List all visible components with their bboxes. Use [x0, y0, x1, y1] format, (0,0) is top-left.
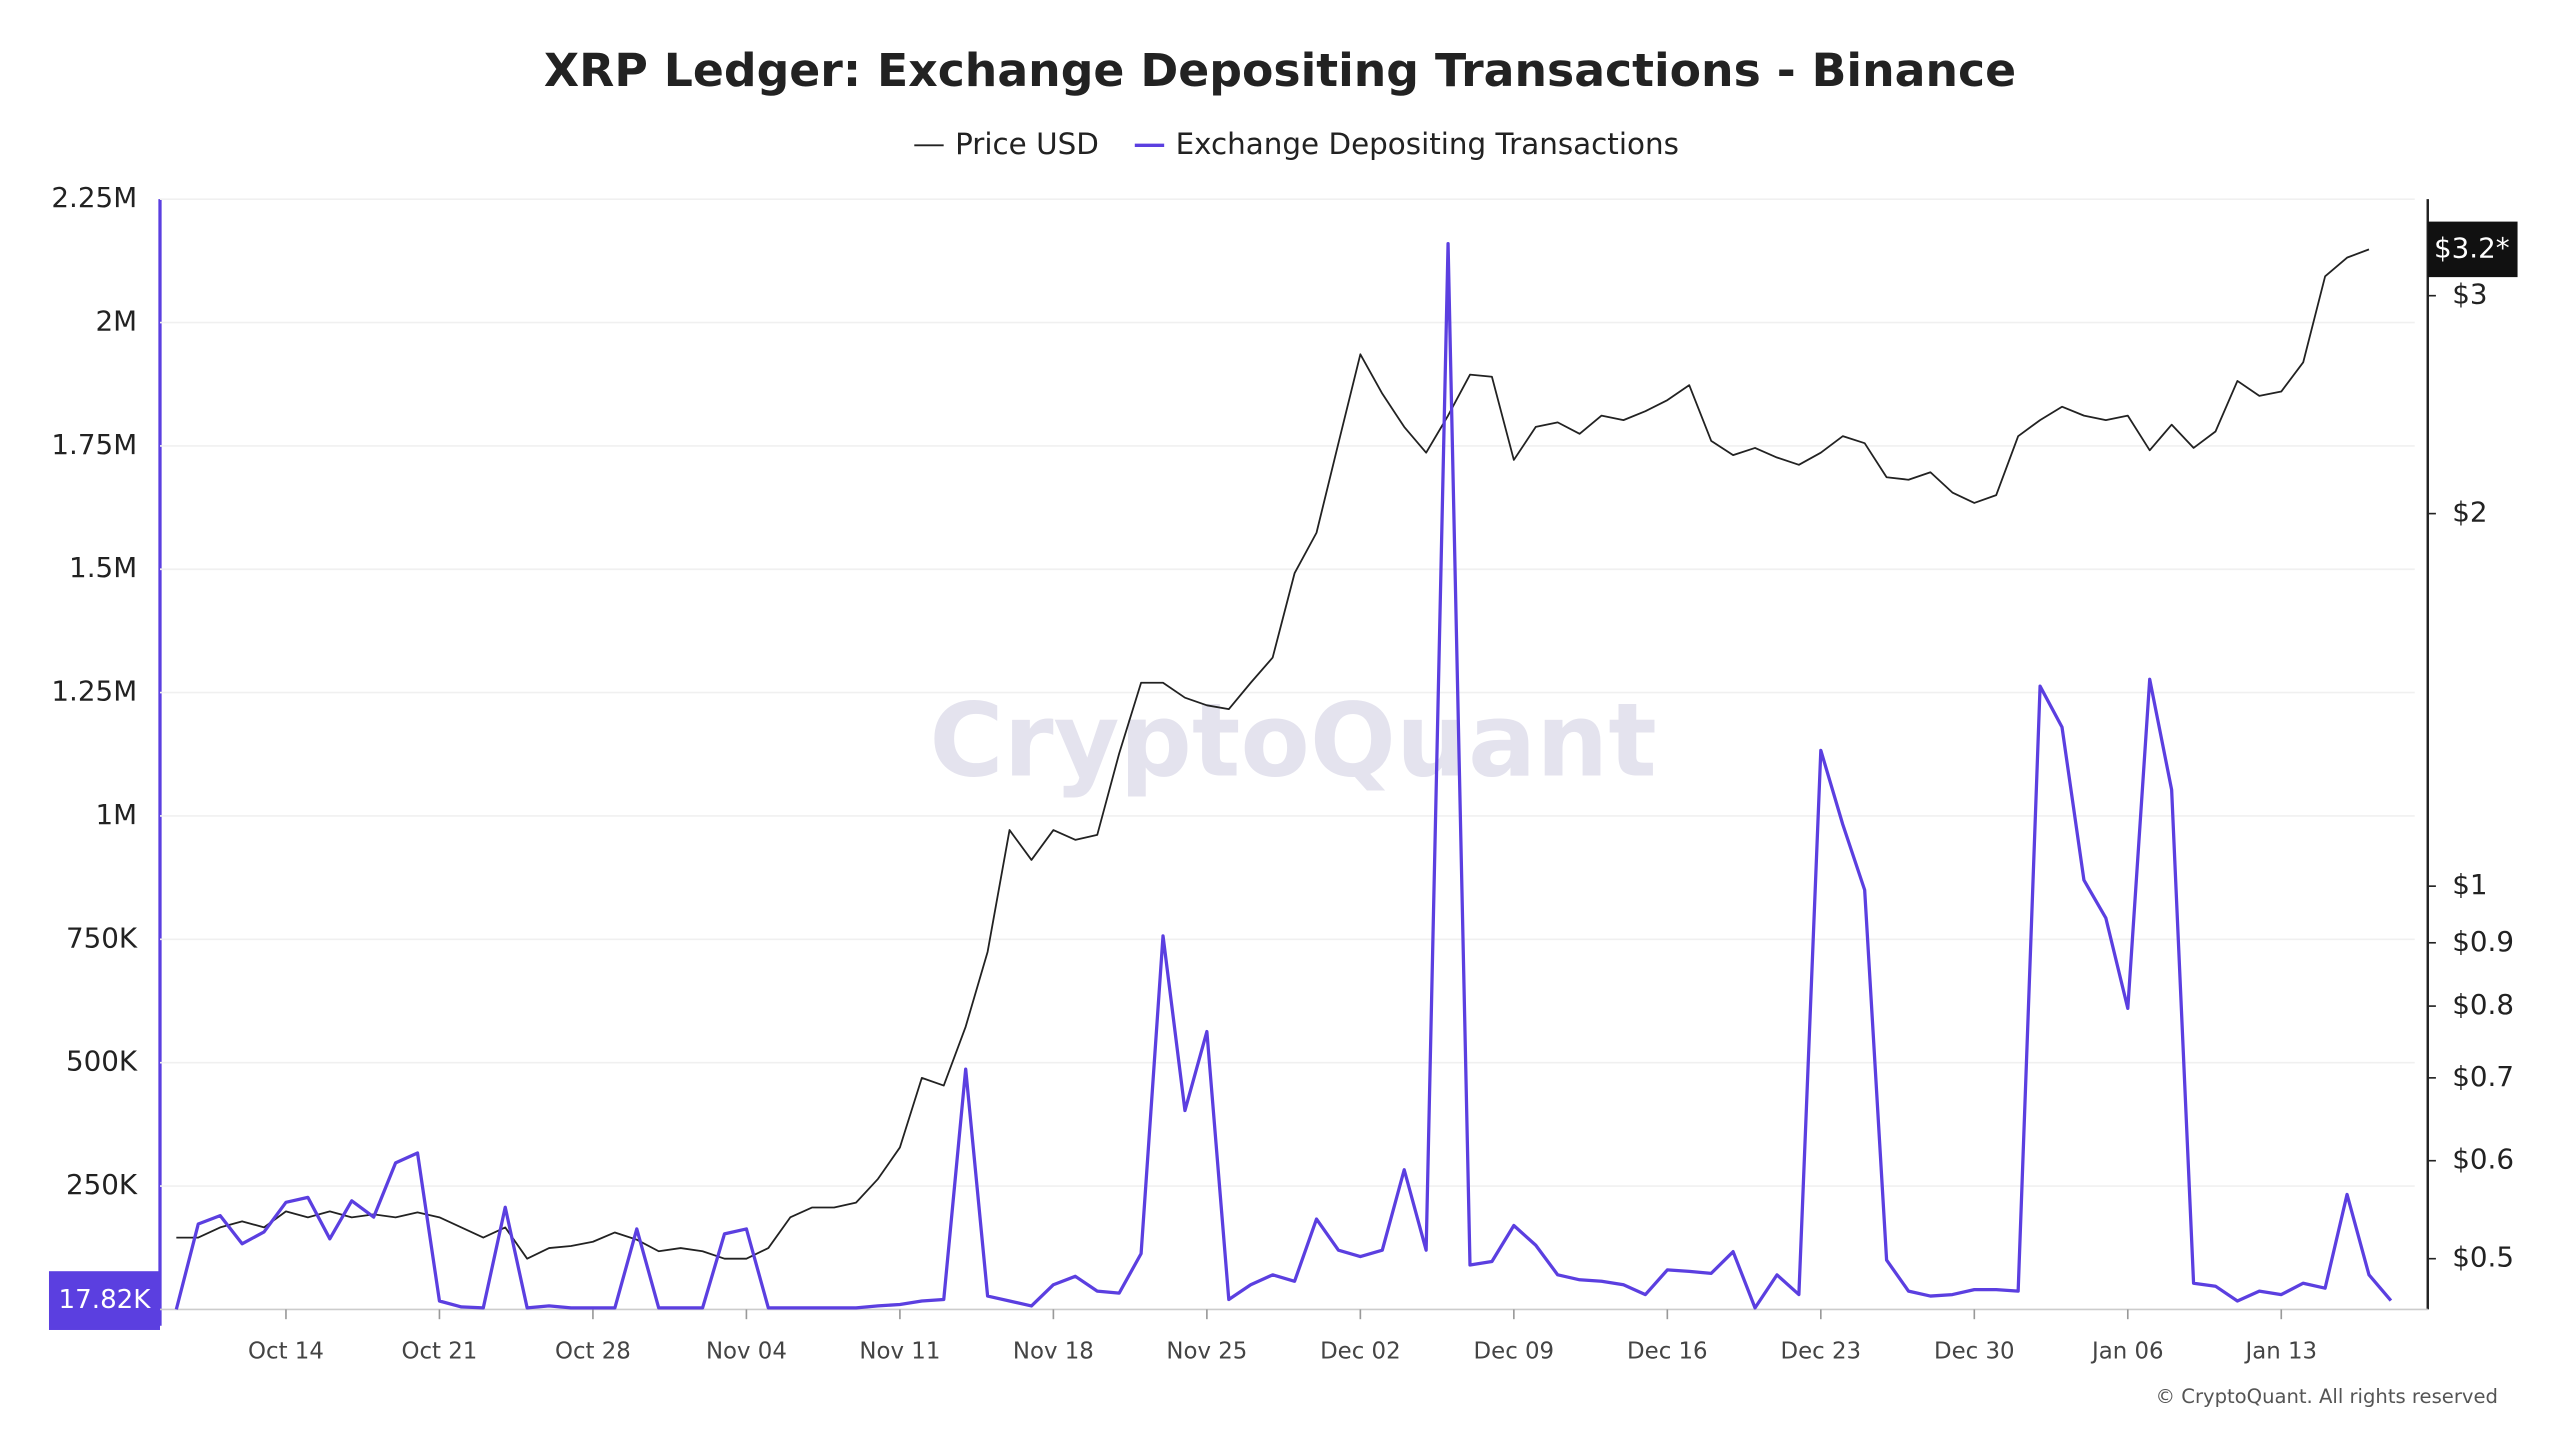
- y2-tick-label: $2: [2452, 496, 2487, 529]
- x-tick-label: Jan 13: [2244, 1338, 2318, 1364]
- y2-tick-label: $0.9: [2452, 925, 2514, 958]
- y2-tick-label: $0.8: [2452, 988, 2514, 1021]
- value-label-box: [48, 1271, 160, 1330]
- legend-label: Price USD: [955, 127, 1099, 161]
- x-tick-label: Oct 14: [248, 1338, 324, 1364]
- x-tick-label: Dec 09: [1474, 1338, 1555, 1364]
- x-tick-label: Dec 23: [1781, 1338, 1862, 1364]
- x-tick-label: Nov 18: [1013, 1338, 1094, 1364]
- y-tick-label: 1.25M: [51, 675, 137, 708]
- footer: © CryptoQuant. All rights reserved: [2155, 1385, 2497, 1408]
- price-marker: $3.2*: [2434, 231, 2510, 264]
- y-tick-label: 1.5M: [69, 551, 137, 584]
- legend-label: Exchange Depositing Transactions: [1176, 127, 1679, 161]
- chart-title: XRP Ledger: Exchange Depositing Transact…: [544, 44, 2016, 97]
- y2-tick-label: $1: [2452, 868, 2487, 901]
- x-tick-label: Dec 30: [1934, 1338, 2015, 1364]
- x-tick-label: Dec 02: [1320, 1338, 1401, 1364]
- watermark: CryptoQuant: [929, 682, 1656, 800]
- y-tick-label: 250K: [66, 1168, 138, 1201]
- y2-tick-label: $0.6: [2452, 1143, 2514, 1176]
- y-tick-label: 750K: [66, 921, 138, 954]
- y-tick-label: 2M: [96, 305, 138, 338]
- y2-tick-label: $0.5: [2452, 1241, 2514, 1274]
- x-tick-label: Nov 25: [1166, 1338, 1247, 1364]
- x-tick-label: Oct 21: [402, 1338, 478, 1364]
- y-tick-label: 2.25M: [51, 181, 137, 214]
- y-tick-label: 500K: [66, 1045, 138, 1078]
- value-label: 17.82K: [59, 1285, 152, 1315]
- y2-tick-label: $3: [2452, 278, 2487, 311]
- series-line: [176, 248, 2370, 1260]
- x-tick-label: Dec 16: [1627, 1338, 1708, 1364]
- price-marker-box: [2427, 221, 2518, 278]
- y-tick-label: 1M: [96, 798, 138, 831]
- x-tick-label: Oct 28: [555, 1338, 631, 1364]
- series-line: [174, 241, 2393, 1310]
- x-tick-label: Nov 04: [706, 1338, 787, 1364]
- x-tick-label: Jan 06: [2090, 1338, 2164, 1364]
- y-tick-label: 1.75M: [51, 428, 137, 461]
- x-tick-label: Nov 11: [859, 1338, 940, 1364]
- y2-tick-label: $0.7: [2452, 1060, 2514, 1093]
